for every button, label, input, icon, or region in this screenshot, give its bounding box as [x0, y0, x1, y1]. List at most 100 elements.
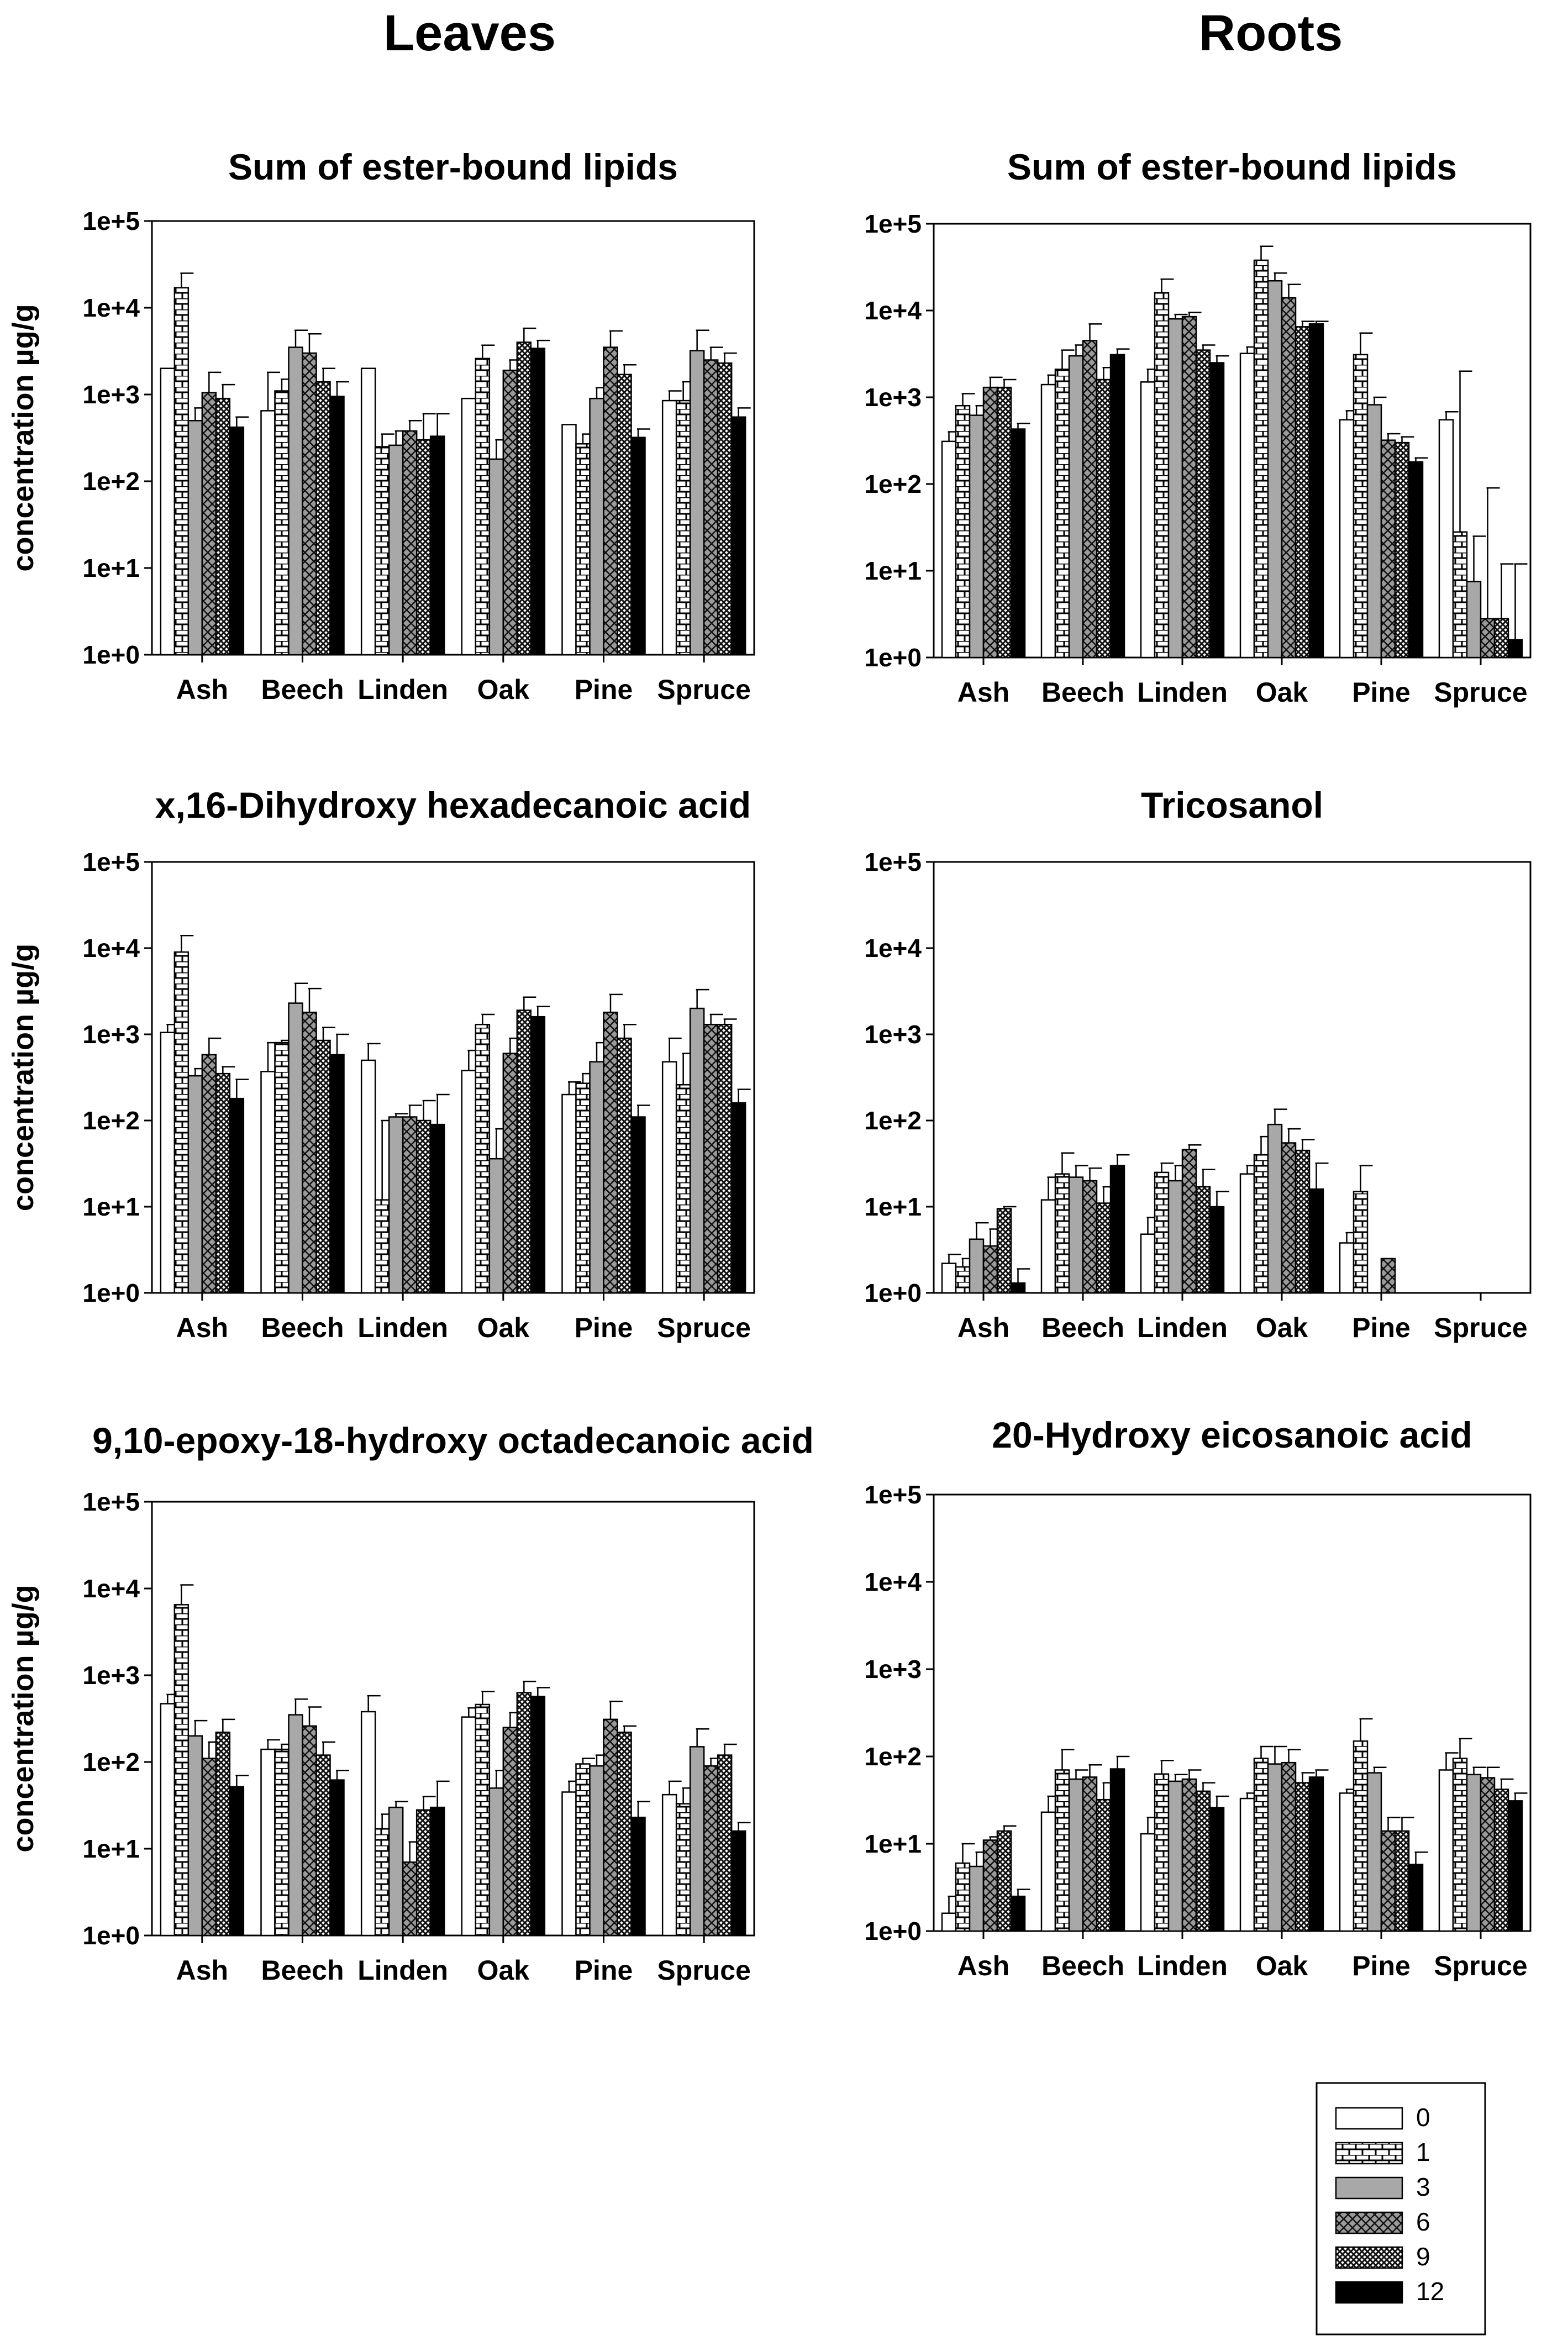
bar-oak-6 [502, 369, 518, 656]
legend-swatch-6 [1335, 2211, 1403, 2234]
bar-pine-6 [1380, 1830, 1396, 1932]
bar-linden-6 [402, 430, 418, 656]
bar-ash-9 [996, 1208, 1012, 1294]
bar-pine-12 [630, 1116, 646, 1294]
bar-ash-0 [941, 440, 957, 659]
bar-oak-0 [1239, 1173, 1255, 1294]
bar-ash-9 [996, 1830, 1012, 1932]
bar-ash-6 [982, 386, 998, 659]
x-tick-label: Ash [176, 674, 228, 705]
x-tick-label: Beech [1041, 677, 1124, 708]
bar-beech-12 [329, 396, 345, 656]
y-tick-label: 1e+4 [82, 934, 140, 962]
bar-linden-3 [388, 444, 404, 656]
x-tick-label: Pine [575, 1955, 633, 1986]
bar-beech-1 [274, 1042, 290, 1294]
y-tick-label: 1e+4 [864, 1567, 922, 1596]
bar-oak-3 [488, 1787, 504, 1937]
bar-linden-12 [1209, 1206, 1225, 1294]
bar-spruce-6 [703, 1765, 719, 1937]
chart-panel-leaves-3: 9,10-epoxy-18-hydroxy octadecanoic acid 1… [7, 1420, 814, 1986]
y-tick-label: 1e+2 [82, 467, 140, 496]
bar-linden-9 [1195, 1186, 1211, 1294]
legend-label-1: 1 [1416, 2138, 1430, 2166]
plot-frame [151, 220, 755, 656]
roots-header: Roots [1198, 5, 1343, 61]
bar-oak-1 [1253, 1154, 1269, 1294]
bar-linden-6 [1181, 1149, 1197, 1294]
bar-ash-12 [229, 1097, 245, 1294]
chart-panel-leaves-2: x,16-Dihydroxy hexadecanoic acid 1e+0 1e+1… [7, 785, 755, 1343]
bar-pine-1 [1353, 1191, 1369, 1294]
legend-label-9: 9 [1416, 2242, 1430, 2271]
bar-ash-12 [229, 1786, 245, 1937]
bar-beech-0 [1040, 383, 1056, 659]
bar-oak-3 [1267, 280, 1283, 659]
bar-ash-6 [982, 1839, 998, 1932]
bar-oak-1 [475, 1703, 491, 1937]
bar-pine-6 [1380, 1258, 1396, 1294]
y-tick-label: 1e+0 [82, 1921, 140, 1950]
bar-beech-9 [315, 1039, 331, 1294]
bar-pine-6 [603, 346, 618, 656]
bar-linden-9 [1195, 349, 1211, 659]
y-tick-label: 1e+2 [864, 1106, 922, 1135]
bar-spruce-9 [717, 1023, 733, 1294]
y-tick-label: 1e+0 [864, 1279, 922, 1307]
bar-spruce-6 [703, 359, 719, 656]
bar-ash-1 [173, 287, 190, 656]
bar-ash-6 [982, 1245, 998, 1294]
bar-pine-0 [561, 1791, 577, 1937]
y-tick-label: 1e+2 [864, 470, 922, 498]
bar-pine-1 [575, 1763, 591, 1937]
chart-panel-roots-1: Sum of ester-bound lipids 1e+0 1e+1 1e+2 1e+… [864, 146, 1532, 708]
bar-pine-0 [1339, 1242, 1355, 1294]
bar-spruce-1 [675, 1084, 691, 1294]
x-tick-label: Spruce [1434, 677, 1528, 708]
bar-beech-12 [329, 1054, 345, 1294]
bar-beech-12 [1109, 1165, 1125, 1294]
x-tick-label: Pine [1352, 1950, 1411, 1981]
bar-ash-9 [215, 1072, 231, 1294]
chart-title: Sum of ester-bound lipids [1007, 146, 1457, 187]
x-tick-label: Oak [477, 674, 530, 705]
bar-spruce-3 [1466, 1774, 1482, 1932]
y-tick-label: 1e+0 [82, 640, 140, 669]
bar-oak-9 [1295, 1149, 1311, 1294]
bar-ash-3 [187, 1735, 203, 1937]
bar-ash-12 [1010, 1282, 1026, 1294]
bar-ash-3 [187, 1075, 203, 1294]
bar-beech-9 [315, 1754, 331, 1937]
bar-pine-12 [630, 436, 646, 656]
x-tick-label: Spruce [1434, 1312, 1528, 1343]
x-tick-label: Linden [1137, 1312, 1228, 1343]
bar-beech-3 [288, 346, 303, 656]
bar-oak-9 [516, 1692, 532, 1937]
bar-oak-6 [1281, 297, 1297, 659]
bar-linden-12 [1209, 1807, 1225, 1932]
bar-oak-6 [1281, 1761, 1297, 1932]
y-tick-label: 1e+1 [864, 556, 922, 585]
bar-beech-1 [274, 390, 290, 656]
bar-oak-6 [1281, 1142, 1297, 1294]
bar-ash-3 [969, 1865, 985, 1932]
bar-beech-6 [302, 1011, 317, 1294]
bar-beech-0 [260, 1071, 276, 1294]
bar-oak-3 [488, 458, 504, 656]
bar-pine-1 [575, 1082, 591, 1294]
bar-ash-9 [215, 397, 231, 656]
bar-beech-1 [1054, 1173, 1070, 1294]
bar-beech-6 [1082, 1180, 1098, 1294]
bar-beech-0 [1040, 1811, 1056, 1932]
bar-ash-9 [996, 386, 1012, 659]
bar-linden-6 [402, 1861, 418, 1937]
y-tick-label: 1e+2 [864, 1742, 922, 1771]
bar-linden-0 [360, 1711, 376, 1937]
bar-beech-3 [1068, 1778, 1084, 1932]
bar-pine-3 [589, 397, 604, 656]
bar-pine-12 [1408, 1864, 1424, 1932]
bar-spruce-6 [1480, 1777, 1496, 1932]
bar-oak-9 [1295, 1782, 1311, 1932]
bar-ash-1 [955, 404, 971, 659]
legend-label-6: 6 [1416, 2207, 1430, 2236]
